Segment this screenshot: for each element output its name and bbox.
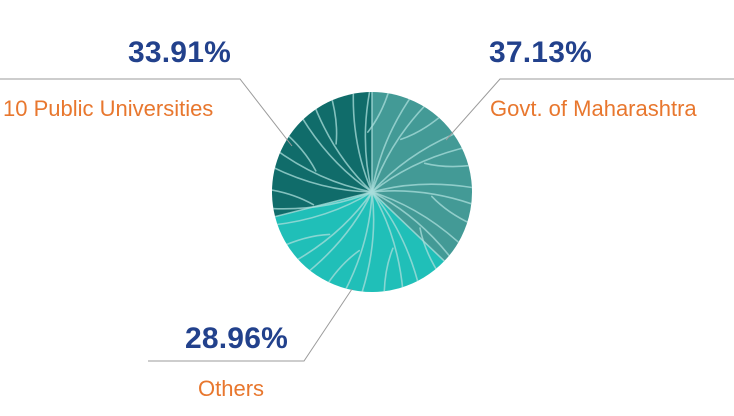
vein-line (272, 191, 373, 227)
vein-line (357, 191, 375, 292)
vein-line (296, 108, 373, 193)
leader-line (148, 288, 353, 362)
vein-line (371, 183, 472, 193)
vein-line (339, 191, 373, 292)
pie-slice (372, 92, 473, 262)
vein-line (364, 92, 373, 193)
vein-branch (383, 247, 394, 292)
vein-line (371, 190, 472, 209)
vein-branch (423, 162, 472, 168)
vein-line (286, 191, 373, 267)
vein-line (371, 191, 469, 252)
leader-line (445, 78, 734, 141)
leader-lines (0, 78, 734, 362)
vein-line (371, 92, 418, 193)
vein-line (371, 144, 472, 193)
data-label-value: 33.91% (128, 36, 231, 69)
vein-line (371, 97, 434, 193)
vein-line (310, 97, 373, 193)
slice-boundary (371, 191, 446, 262)
data-label-category: 10 Public Universities (3, 96, 214, 121)
vein-branch (272, 187, 315, 206)
vein-line (371, 191, 458, 267)
data-label-value: 28.96% (185, 322, 288, 355)
vein-line (272, 144, 373, 193)
data-label-value: 37.13% (489, 36, 592, 69)
slice-boundary (274, 191, 373, 218)
vein-line (371, 191, 405, 292)
data-label-category: Others (198, 376, 265, 401)
vein-line (352, 92, 373, 193)
leader-line (0, 78, 293, 147)
vein-branch (367, 92, 392, 133)
data-label-category: Govt. of Maharashtra (490, 96, 697, 121)
vein-line (371, 191, 422, 292)
vein-line (371, 128, 466, 193)
vein-line (299, 191, 373, 279)
vein-line (272, 161, 373, 193)
